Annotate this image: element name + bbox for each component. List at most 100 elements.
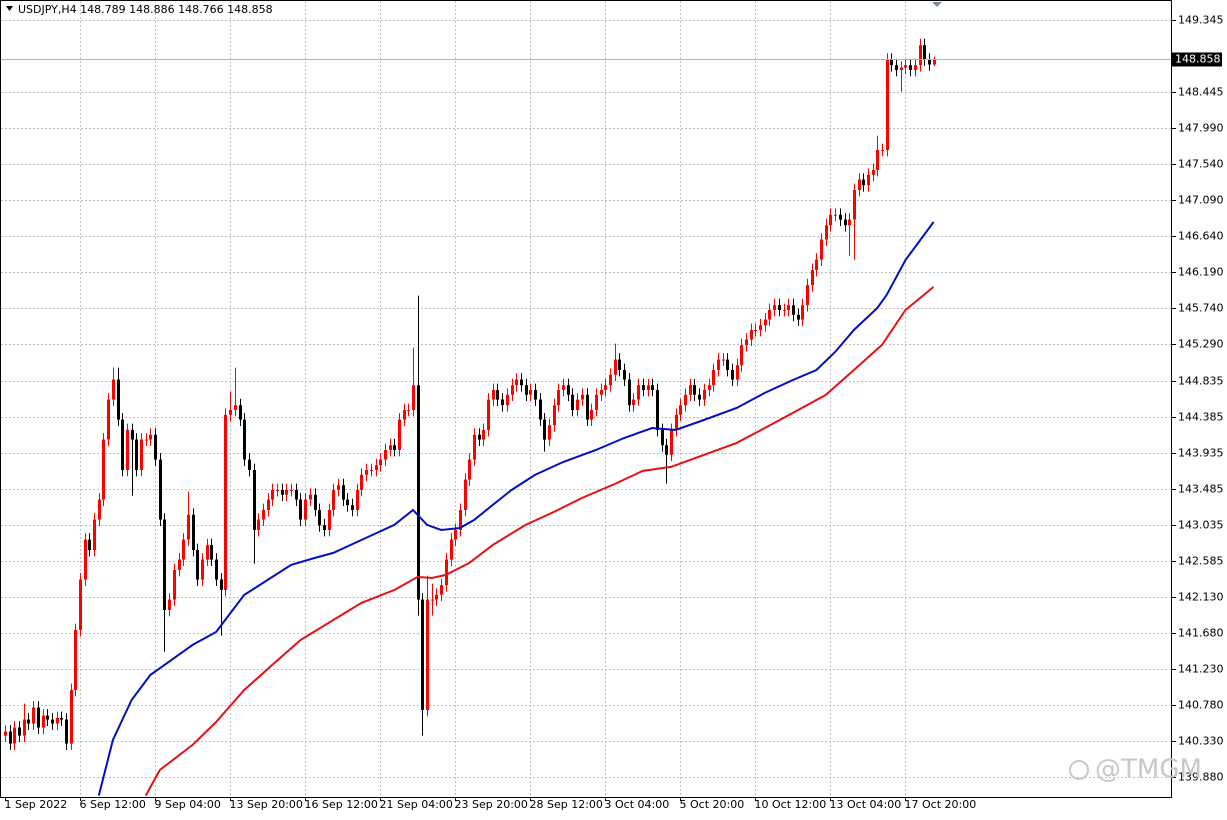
candle-body <box>548 425 551 440</box>
menu-arrow <box>6 6 13 11</box>
candle-body <box>609 374 612 386</box>
candle-body <box>529 389 532 395</box>
candle-body <box>670 429 673 455</box>
candle-body <box>567 385 570 395</box>
candle-body <box>693 385 696 395</box>
y-tick-label: 142.130 <box>1178 591 1224 604</box>
candle-body <box>736 365 739 380</box>
candle-body <box>656 389 659 430</box>
y-tick-label: 147.990 <box>1178 122 1224 135</box>
candle-body <box>234 405 237 410</box>
candle-body <box>281 489 284 495</box>
candle-body <box>248 459 251 470</box>
candle-body <box>933 58 936 65</box>
candle-body <box>712 369 715 386</box>
current-price-label: 148.858 <box>1175 53 1221 66</box>
candle-body <box>365 469 368 475</box>
candle-body <box>178 559 181 570</box>
x-tick-label: 9 Sep 04:00 <box>155 798 221 811</box>
candle-body <box>881 149 884 151</box>
candle-body <box>820 239 823 260</box>
candle-body <box>18 727 21 736</box>
candle-body <box>515 379 518 386</box>
candle-body <box>267 499 270 510</box>
candle-body <box>173 569 176 600</box>
current-price-box <box>1172 52 1222 67</box>
plot-border <box>0 0 1172 798</box>
candle-body <box>149 434 152 440</box>
candle-body <box>534 389 537 400</box>
candle-body <box>829 214 832 226</box>
candle-body <box>42 715 45 728</box>
candle-body <box>722 359 725 361</box>
candle-body <box>346 499 349 506</box>
candle-body <box>600 389 603 395</box>
candle-body <box>604 385 607 390</box>
candle-body <box>919 45 922 66</box>
candle-body <box>553 405 556 426</box>
candle-body <box>708 385 711 390</box>
candle-body <box>384 449 387 460</box>
candle-body <box>206 545 209 560</box>
candle-body <box>328 509 331 530</box>
candle-body <box>257 519 260 530</box>
candle-body <box>825 225 828 240</box>
candle-body <box>890 59 893 66</box>
candle-body <box>88 539 91 550</box>
candle-body <box>482 429 485 440</box>
candle-body <box>299 499 302 520</box>
candle-body <box>665 445 668 455</box>
candle-body <box>811 269 814 286</box>
y-tick-label: 146.640 <box>1178 230 1224 243</box>
candle-body <box>356 489 359 510</box>
candle-body <box>304 499 307 520</box>
candle-body <box>98 499 101 520</box>
candle-body <box>468 459 471 480</box>
candle-body <box>323 525 326 530</box>
shift-marker <box>932 2 942 7</box>
candle-body <box>562 385 565 390</box>
candle-body <box>454 529 457 540</box>
y-tick-label: 145.290 <box>1178 338 1224 351</box>
y-tick-label: 147.090 <box>1178 194 1224 207</box>
candle-body <box>726 359 729 370</box>
candle-body <box>295 489 298 500</box>
candle-body <box>32 707 35 724</box>
candle-body <box>117 379 120 420</box>
candle-body <box>290 489 293 491</box>
candle-body <box>375 465 378 470</box>
candle-body <box>628 379 631 406</box>
candle-body <box>351 505 354 510</box>
y-tick-label: 144.835 <box>1178 375 1224 388</box>
y-tick-label: 147.540 <box>1178 158 1224 171</box>
candle-body <box>4 731 7 736</box>
candle-body <box>525 385 528 395</box>
candle-body <box>464 479 467 510</box>
candle-body <box>121 419 124 470</box>
candle-body <box>792 305 795 315</box>
candle-body <box>412 385 415 410</box>
candle-body <box>904 65 907 68</box>
candle-body <box>243 419 246 460</box>
candle-body <box>215 559 218 580</box>
candle-body <box>192 514 195 550</box>
candle-body <box>923 45 926 60</box>
candle-body <box>74 629 77 690</box>
candle-body <box>140 439 143 470</box>
candle-body <box>539 399 542 420</box>
watermark: @TMGM <box>1095 755 1202 785</box>
candle-body <box>196 549 199 580</box>
candle-body <box>70 689 73 744</box>
y-tick-label: 145.740 <box>1178 302 1224 315</box>
candle-body <box>698 394 701 400</box>
candle-body <box>717 359 720 370</box>
candle-body <box>834 214 837 216</box>
candle-body <box>858 179 861 190</box>
candle-body <box>783 309 786 311</box>
plot-area <box>1 1 1172 797</box>
candle-body <box>618 359 621 370</box>
candle-body <box>126 429 129 470</box>
y-tick-label: 144.385 <box>1178 411 1224 424</box>
watermark-logo <box>1069 760 1089 780</box>
